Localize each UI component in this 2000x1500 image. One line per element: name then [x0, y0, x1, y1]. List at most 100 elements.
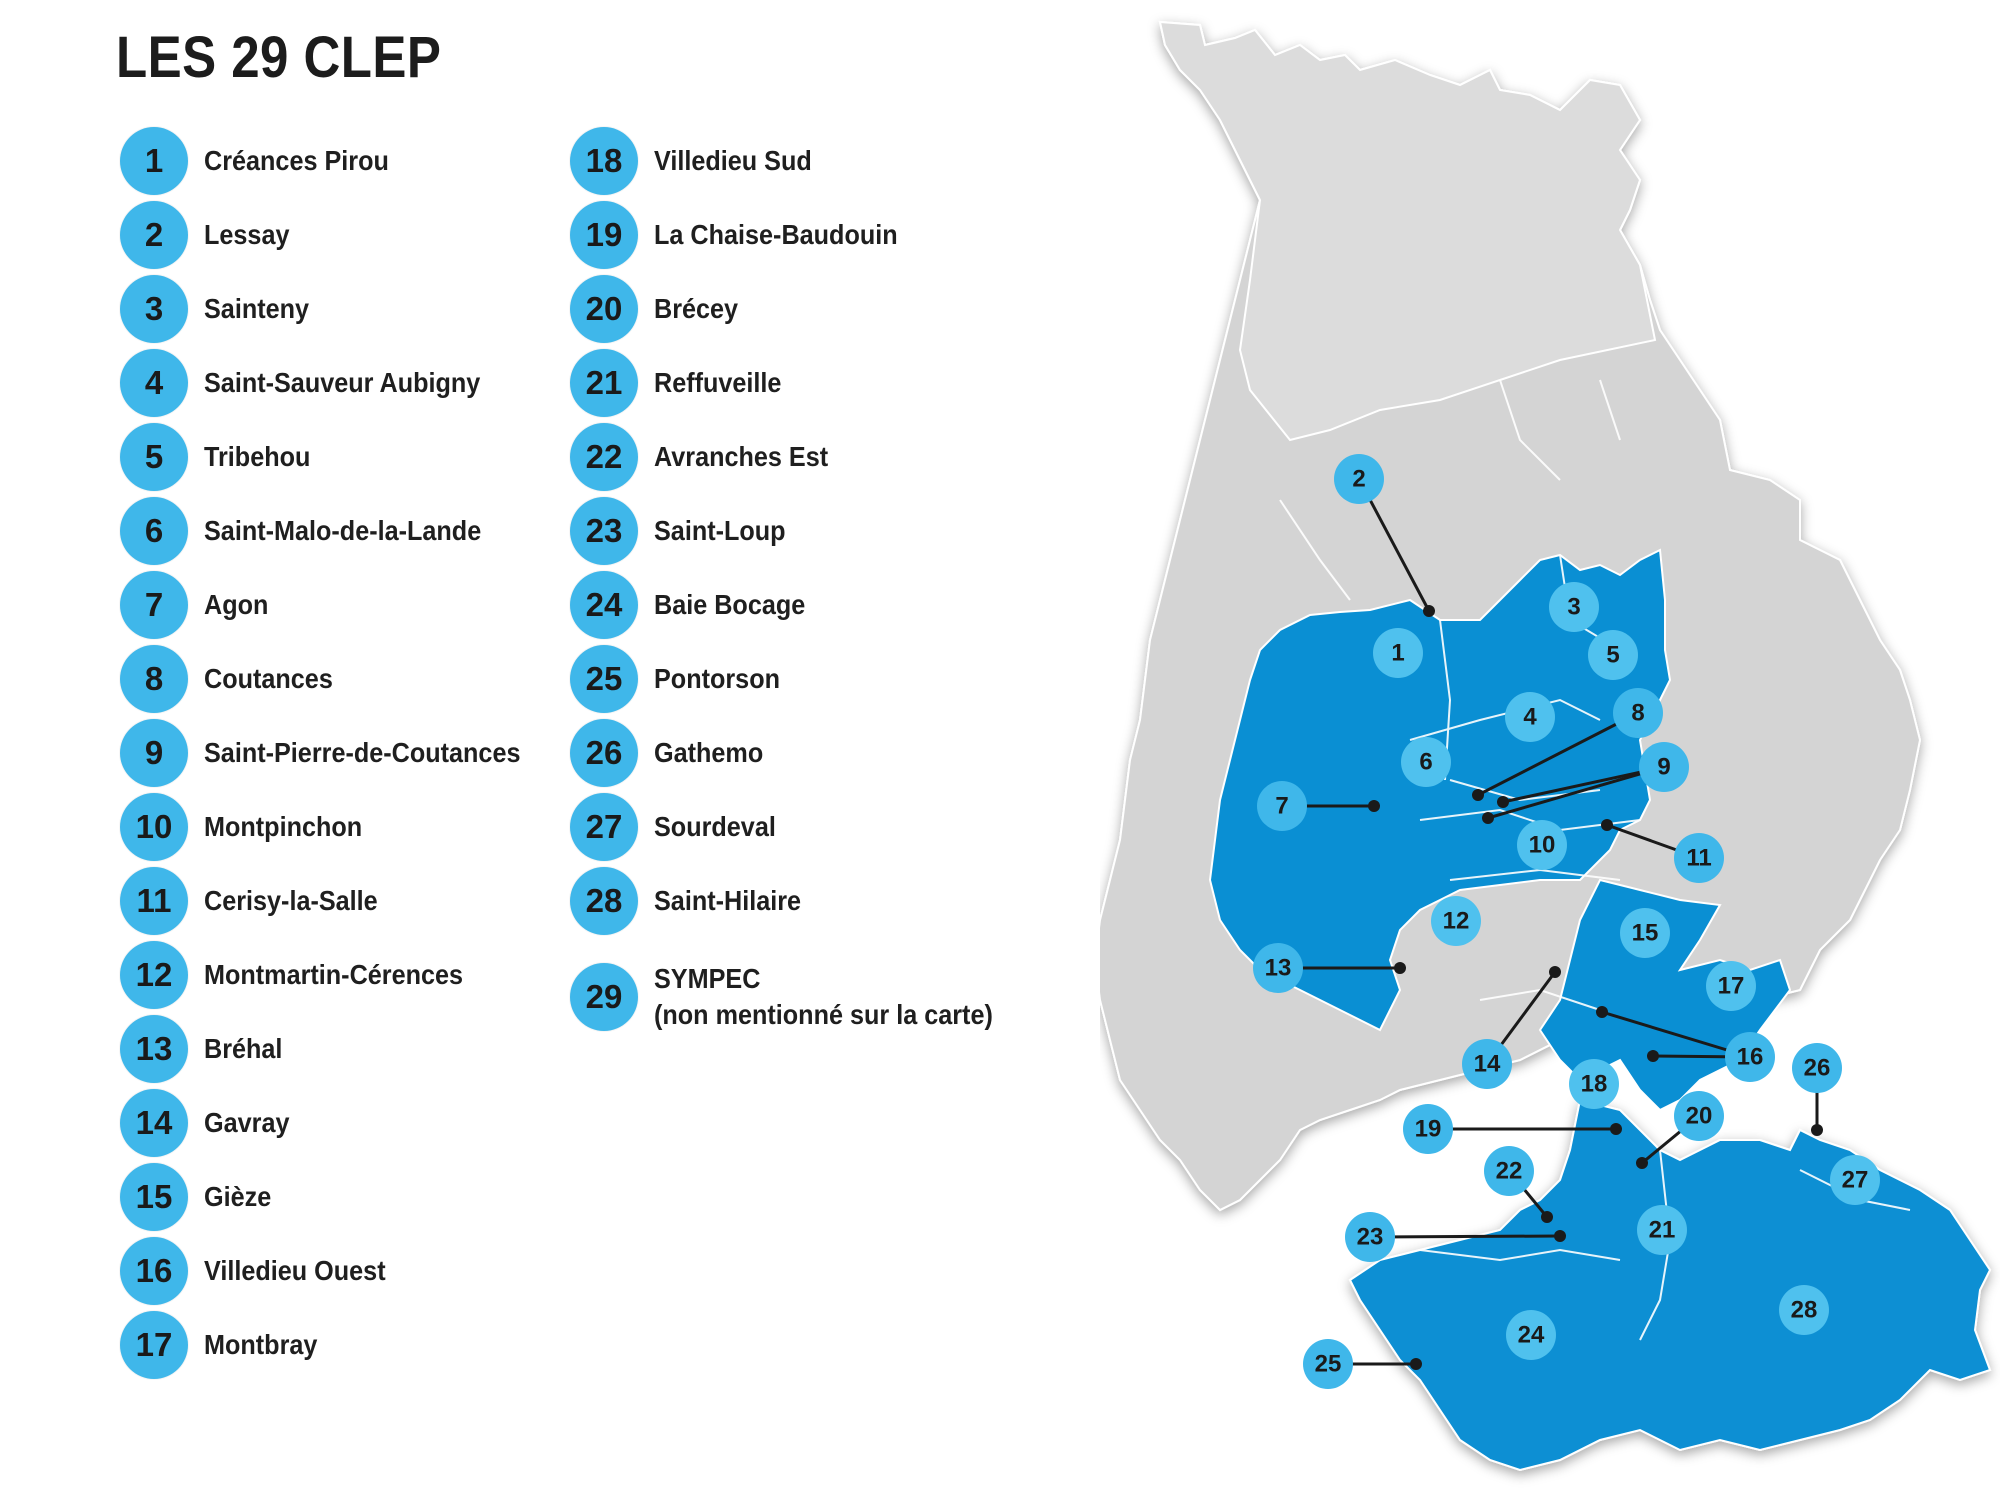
svg-text:1: 1	[1391, 640, 1404, 667]
svg-text:21: 21	[1649, 1217, 1676, 1244]
legend-number-badge: 19	[570, 201, 638, 269]
legend-label: Saint-Sauveur Aubigny	[204, 367, 481, 398]
legend-label: Saint-Hilaire	[654, 885, 802, 916]
legend-number-badge: 17	[120, 1311, 188, 1379]
legend-item: 18 Villedieu Sud	[570, 124, 1031, 198]
legend-label: Gièze	[204, 1181, 272, 1212]
legend-label: SYMPEC (non mentionné sur la carte)	[654, 961, 993, 1033]
legend-label: La Chaise-Baudouin	[654, 219, 898, 250]
zone-label-12: 12	[1431, 896, 1481, 946]
callout-13: 13	[1253, 943, 1303, 993]
svg-text:25: 25	[1315, 1351, 1342, 1378]
legend-item: 7 Agon	[120, 568, 556, 642]
legend-column-2: 18 Villedieu Sud 19 La Chaise-Baudouin 20 B…	[570, 124, 1031, 1042]
sympec-note: (non mentionné sur la carte)	[654, 999, 993, 1030]
legend-label: Agon	[204, 589, 269, 620]
page-title: LES 29 CLEP	[116, 25, 442, 90]
legend-item: 14 Gavray	[120, 1086, 556, 1160]
legend-number-badge: 5	[120, 423, 188, 491]
legend-label: Montmartin-Cérences	[204, 959, 464, 990]
legend-number-badge: 2	[120, 201, 188, 269]
legend-number-badge: 27	[570, 793, 638, 861]
svg-text:9: 9	[1657, 754, 1670, 781]
sympec-name: SYMPEC	[654, 963, 761, 994]
callout-19: 19	[1403, 1104, 1453, 1154]
svg-text:27: 27	[1842, 1167, 1869, 1194]
zone-label-5: 5	[1588, 630, 1638, 680]
legend-label: Lessay	[204, 219, 290, 250]
legend-number-badge: 3	[120, 275, 188, 343]
svg-text:3: 3	[1567, 594, 1580, 621]
legend-number-badge: 23	[570, 497, 638, 565]
legend-label: Saint-Loup	[654, 515, 786, 546]
legend-number-badge: 14	[120, 1089, 188, 1157]
svg-text:18: 18	[1581, 1071, 1608, 1098]
legend-label: Villedieu Ouest	[204, 1255, 386, 1286]
legend-item: 2 Lessay	[120, 198, 556, 272]
legend-label: Coutances	[204, 663, 333, 694]
legend-item: 1 Créances Pirou	[120, 124, 556, 198]
callout-dots	[1368, 605, 1823, 1370]
callout-22: 22	[1484, 1146, 1534, 1196]
highlight-zone-north	[1208, 548, 1672, 1032]
legend-label: Sourdeval	[654, 811, 776, 842]
legend-item: 11 Cerisy-la-Salle	[120, 864, 556, 938]
legend-item: 13 Bréhal	[120, 1012, 556, 1086]
zone-label-17: 17	[1706, 961, 1756, 1011]
legend-item: 5 Tribehou	[120, 420, 556, 494]
legend-item: 15 Gièze	[120, 1160, 556, 1234]
legend-number-badge: 8	[120, 645, 188, 713]
zone-label-3: 3	[1549, 582, 1599, 632]
legend-label: Baie Bocage	[654, 589, 806, 620]
legend-item: 25 Pontorson	[570, 642, 1031, 716]
legend-item: 26 Gathemo	[570, 716, 1031, 790]
legend-item: 22 Avranches Est	[570, 420, 1031, 494]
legend-item: 19 La Chaise-Baudouin	[570, 198, 1031, 272]
legend-label: Saint-Pierre-de-Coutances	[204, 737, 521, 768]
svg-text:17: 17	[1718, 973, 1745, 1000]
callout-7: 7	[1257, 781, 1307, 831]
svg-text:23: 23	[1357, 1224, 1384, 1251]
svg-text:6: 6	[1419, 749, 1432, 776]
legend-number-badge: 15	[120, 1163, 188, 1231]
callout-23: 23	[1345, 1212, 1395, 1262]
legend-label: Sainteny	[204, 293, 310, 324]
legend-item: 10 Montpinchon	[120, 790, 556, 864]
legend-label: Cerisy-la-Salle	[204, 885, 378, 916]
svg-text:14: 14	[1474, 1051, 1501, 1078]
peninsula-area	[1158, 20, 1657, 442]
highlight-zone-south	[1348, 1098, 1992, 1472]
legend-number-badge: 11	[120, 867, 188, 935]
svg-text:28: 28	[1791, 1297, 1818, 1324]
callout-9: 9	[1639, 742, 1689, 792]
legend-number-badge: 28	[570, 867, 638, 935]
legend-item: 6 Saint-Malo-de-la-Lande	[120, 494, 556, 568]
legend-number-badge: 26	[570, 719, 638, 787]
legend-item: 28 Saint-Hilaire	[570, 864, 1031, 938]
legend-item-sympec: 29 SYMPEC (non mentionné sur la carte)	[570, 952, 1031, 1042]
svg-text:4: 4	[1523, 704, 1537, 731]
legend-number-badge: 24	[570, 571, 638, 639]
legend-number-badge: 13	[120, 1015, 188, 1083]
legend-number-badge: 29	[570, 963, 638, 1031]
svg-text:26: 26	[1804, 1055, 1831, 1082]
legend-label: Bréhal	[204, 1033, 283, 1064]
legend-number-badge: 9	[120, 719, 188, 787]
svg-text:8: 8	[1631, 700, 1644, 727]
zone-label-15: 15	[1620, 908, 1670, 958]
legend-item: 4 Saint-Sauveur Aubigny	[120, 346, 556, 420]
zone-label-21: 21	[1637, 1205, 1687, 1255]
legend-number-badge: 4	[120, 349, 188, 417]
legend-label: Gathemo	[654, 737, 764, 768]
legend-label: Brécey	[654, 293, 739, 324]
legend-item: 16 Villedieu Ouest	[120, 1234, 556, 1308]
legend-item: 20 Brécey	[570, 272, 1031, 346]
callout-14: 14	[1462, 1039, 1512, 1089]
zone-labels: 1 3 4 5 6 10 12 15 17 18 21 24 27 28	[1373, 582, 1880, 1360]
legend-number-badge: 16	[120, 1237, 188, 1305]
zone-label-6: 6	[1401, 737, 1451, 787]
manche-map: 1 3 4 5 6 10 12 15 17 18 21 24 27 28	[1100, 20, 1992, 1472]
legend-column-1: 1 Créances Pirou 2 Lessay 3 Sainteny 4 Saint…	[120, 124, 556, 1382]
svg-text:5: 5	[1606, 642, 1619, 669]
legend-number-badge: 6	[120, 497, 188, 565]
